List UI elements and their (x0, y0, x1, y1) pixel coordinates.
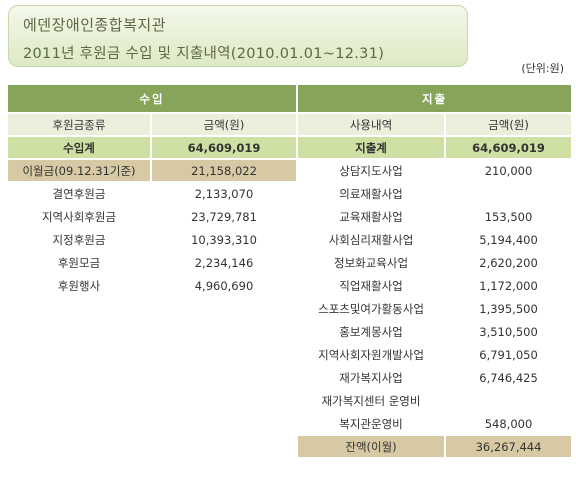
expense-header: 지출 (298, 85, 572, 112)
empty-cell (8, 344, 150, 365)
income-type-header: 후원금종류 (8, 114, 150, 135)
income-label: 지정후원금 (52, 232, 106, 247)
expense-amount (446, 183, 571, 204)
income-amount: 2,234,146 (194, 255, 254, 270)
table-row: 복지관운영비 548,000 (8, 413, 571, 434)
income-header: 수입 (8, 85, 297, 112)
income-amount: 2,133,070 (194, 186, 254, 201)
income-label: 이월금(09.12.31기준) (8, 160, 150, 181)
expense-label: 정보화교육사업 (333, 255, 409, 270)
balance-amount: 36,267,444 (446, 436, 572, 457)
empty-cell (8, 321, 150, 342)
section-header-row: 수입 지출 (8, 85, 572, 112)
table-row: 재가복지센터 운영비 (8, 390, 571, 411)
table-row: 후원행사 4,960,690 직업재활사업 1,172,000 (8, 275, 571, 296)
empty-cell (8, 298, 150, 319)
income-total-label: 수입계 (8, 137, 150, 158)
expense-total-label: 지출계 (298, 137, 445, 158)
empty-cell (152, 436, 297, 457)
expense-amount: 1,172,000 (479, 278, 538, 293)
income-label: 결연후원금 (52, 186, 106, 201)
expense-amount: 6,791,050 (479, 347, 538, 362)
expense-label: 사회심리재활사업 (328, 232, 414, 247)
empty-cell (152, 413, 297, 434)
expense-label: 의료재활사업 (339, 186, 403, 201)
expense-label: 직업재활사업 (339, 278, 403, 293)
total-row: 수입계 64,609,019 지출계 64,609,019 (8, 137, 572, 158)
expense-label: 홍보계몽사업 (339, 324, 403, 339)
table-row: 지역사회자원개발사업 6,791,050 (8, 344, 571, 365)
expense-label: 복지관운영비 (339, 416, 403, 431)
expense-amount: 3,510,500 (479, 324, 538, 339)
income-amount: 23,729,781 (191, 209, 257, 224)
balance-label: 잔액(이월) (298, 436, 445, 457)
empty-cell (152, 298, 297, 319)
expense-type-header: 사용내역 (298, 114, 445, 135)
income-label: 후원모금 (57, 255, 101, 270)
expense-label: 상담지도사업 (339, 163, 403, 178)
expense-amount: 548,000 (484, 416, 533, 431)
empty-cell (8, 390, 150, 411)
table-row: 지역사회후원금 23,729,781 교육재활사업 153,500 (8, 206, 571, 227)
income-label: 후원행사 (57, 278, 101, 293)
expense-amount: 6,746,425 (479, 370, 538, 385)
empty-cell (8, 367, 150, 388)
column-header-row: 후원금종류 금액(원) 사용내역 금액(원) (8, 114, 572, 135)
finance-table: 수입 지출 후원금종류 금액(원) 사용내역 금액(원) 수입계 64,609,… (6, 83, 573, 459)
expense-amount: 5,194,400 (479, 232, 538, 247)
table-row: 후원모금 2,234,146 정보화교육사업 2,620,200 (8, 252, 571, 273)
table-row: 스포츠및여가활동사업 1,395,500 (8, 298, 571, 319)
expense-amount: 153,500 (484, 209, 533, 224)
empty-cell (152, 367, 297, 388)
balance-row: 잔액(이월) 36,267,444 (8, 436, 572, 457)
income-amount-header: 금액(원) (152, 114, 297, 135)
empty-cell (152, 344, 297, 365)
expense-amount (446, 390, 571, 411)
table-row: 홍보계몽사업 3,510,500 (8, 321, 571, 342)
expense-label: 재가복지센터 운영비 (321, 393, 421, 408)
income-label: 지역사회후원금 (41, 209, 117, 224)
unit-label: (단위:원) (521, 62, 564, 75)
expense-amount: 1,395,500 (479, 301, 538, 316)
title-box: 에덴장애인종합복지관 2011년 후원금 수입 및 지출내역(2010.01.0… (8, 5, 468, 67)
income-amount: 21,158,022 (152, 160, 297, 181)
empty-cell (152, 321, 297, 342)
expense-label: 스포츠및여가활동사업 (318, 301, 424, 316)
table-row: 지정후원금 10,393,310 사회심리재활사업 5,194,400 (8, 229, 571, 250)
table-row: 이월금(09.12.31기준) 21,158,022 상담지도사업 210,00… (8, 160, 571, 181)
empty-cell (8, 413, 150, 434)
income-total-value: 64,609,019 (152, 137, 297, 158)
expense-label: 지역사회자원개발사업 (318, 347, 424, 362)
income-amount: 4,960,690 (194, 278, 254, 293)
expense-amount: 210,000 (484, 163, 533, 178)
table-row: 재가복지사업 6,746,425 (8, 367, 571, 388)
expense-amount-header: 금액(원) (446, 114, 572, 135)
org-name: 에덴장애인종합복지관 (23, 16, 167, 34)
expense-total-value: 64,609,019 (446, 137, 572, 158)
expense-amount: 2,620,200 (479, 255, 538, 270)
report-subtitle: 2011년 후원금 수입 및 지출내역(2010.01.01~12.31) (23, 46, 385, 62)
income-amount: 10,393,310 (191, 232, 257, 247)
table-row: 결연후원금 2,133,070 의료재활사업 (8, 183, 571, 204)
expense-label: 재가복지사업 (339, 370, 403, 385)
empty-cell (152, 390, 297, 411)
empty-cell (8, 436, 150, 457)
expense-label: 교육재활사업 (339, 209, 403, 224)
